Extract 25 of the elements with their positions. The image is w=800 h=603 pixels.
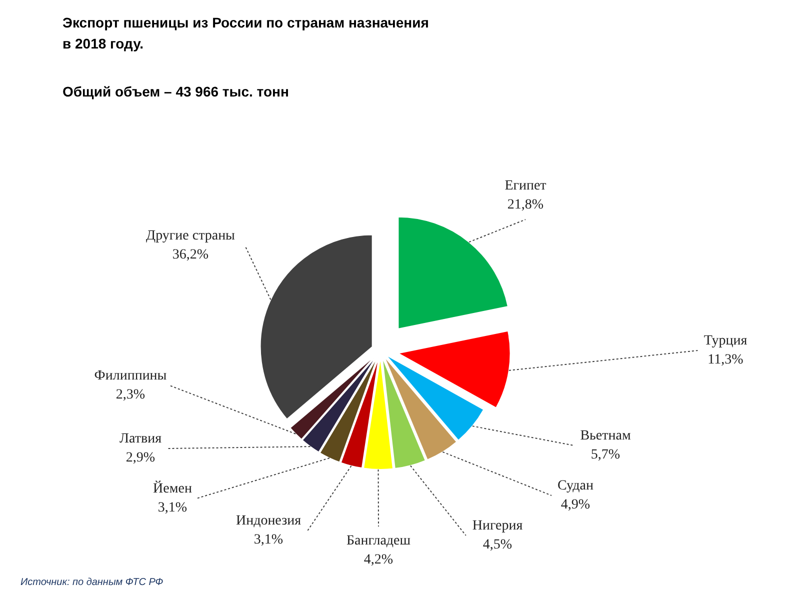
data-label: 21,8% [507,197,544,212]
data-label: 3,1% [254,532,284,548]
slice-label: Судан [558,478,594,494]
data-label: 5,7% [590,447,620,462]
slice-label: Индонезия [236,514,302,529]
data-label: 11,3% [708,352,744,368]
data-label: 4,9% [560,497,590,512]
data-label: 2,9% [126,450,156,466]
data-label: 2,3% [116,387,146,402]
slice-label: Другие страны [146,228,236,244]
data-label: 36,2% [172,247,209,262]
data-label: 4,5% [482,537,512,552]
chart-title: Экспорт пшеницы из России по странам назначения в 2018 году. [62,14,429,52]
slice-label: Вьетнам [580,428,631,444]
slice-label: Нигерия [472,518,524,534]
slice-label: Йемен [153,480,192,497]
slice-label: Латвия [119,432,162,447]
slice-label: Филиппины [94,368,168,384]
data-label: 3,1% [158,500,188,516]
slice-label: Египет [504,178,546,194]
chart-subtitle: Общий объем – 43 966 тыс. тонн [62,84,289,100]
text: Источник: по данным ФТС РФ [20,577,164,588]
slice-label: Турция [704,334,748,349]
data-label: 4,2% [364,552,394,568]
slice-label: Бангладеш [346,534,411,549]
